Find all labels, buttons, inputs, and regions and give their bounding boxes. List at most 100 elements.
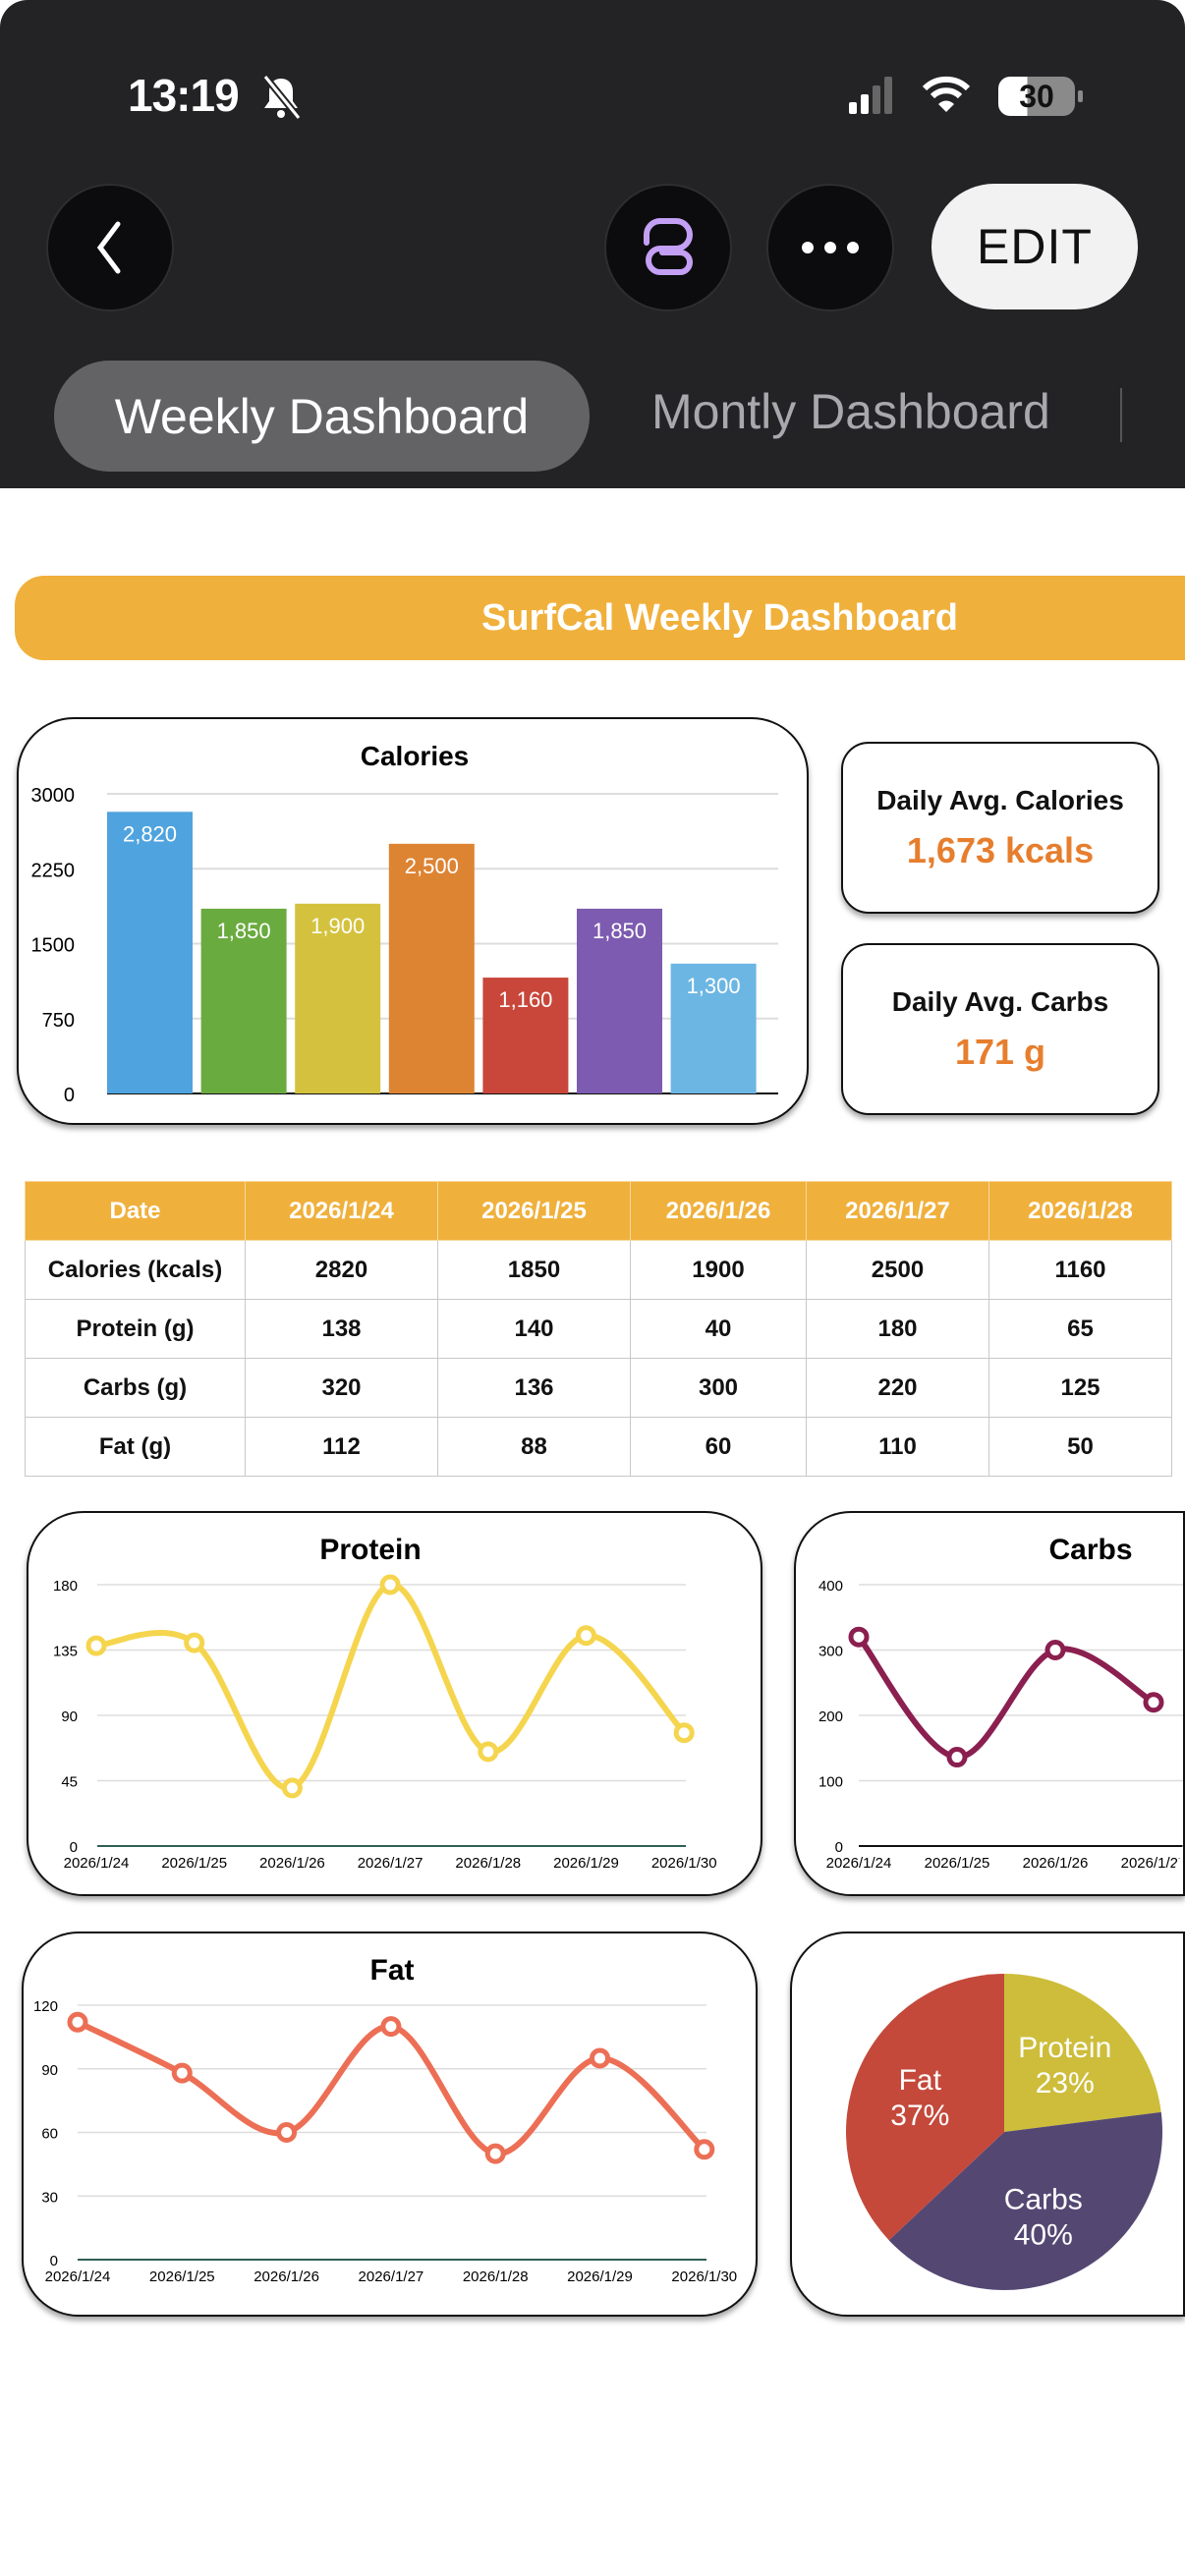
avg-calories-label: Daily Avg. Calories xyxy=(876,784,1124,815)
tab-divider xyxy=(1120,388,1122,442)
header-cell: 2026/1/26 xyxy=(630,1181,807,1241)
chart-title: Fat xyxy=(370,1954,415,1987)
x-tick-label: 2026/1/30 xyxy=(671,2268,737,2285)
row-label: Calories (kcals) xyxy=(25,1240,246,1300)
bar-value-label: 1,850 xyxy=(592,919,647,943)
y-tick-label: 100 xyxy=(818,1774,843,1791)
chevron-left-icon xyxy=(96,221,121,274)
header-cell: Date xyxy=(25,1181,246,1241)
fat-chart: Fat 0 30 60 90 120 2026/1/24 2026/1/25 2026/1/26… xyxy=(33,1954,737,2285)
table-cell: 140 xyxy=(437,1299,631,1359)
battery-tip xyxy=(1078,90,1083,102)
header-cell: 2026/1/24 xyxy=(245,1181,438,1241)
table-cell: 1160 xyxy=(988,1240,1172,1300)
data-point-2026/1/29 xyxy=(576,1625,596,1647)
y-tick-label: 300 xyxy=(818,1644,843,1660)
avg-carbs-value: 171 g xyxy=(954,1031,1046,1072)
bar-2026/1/26 xyxy=(295,903,381,1093)
data-point-2026/1/30 xyxy=(694,2139,715,2160)
y-tick-label: 750 xyxy=(42,1010,75,1032)
table-cell: 60 xyxy=(630,1417,807,1477)
data-point-2026/1/28 xyxy=(484,2143,506,2164)
more-button[interactable] xyxy=(766,184,894,311)
battery-indicator: 30 xyxy=(998,77,1075,116)
row-label: Protein (g) xyxy=(25,1299,246,1359)
y-tick-label: 90 xyxy=(61,1708,78,1725)
table-cell: 2500 xyxy=(806,1240,989,1300)
bar-value-label: 2,820 xyxy=(123,821,177,846)
data-point-2026/1/24 xyxy=(85,1635,107,1656)
y-tick-label: 3000 xyxy=(31,785,76,807)
y-tick-label: 400 xyxy=(818,1578,843,1595)
tab-weekly-dashboard[interactable]: Weekly Dashboard xyxy=(54,361,590,472)
data-point-2026/1/24 xyxy=(848,1626,870,1648)
y-tick-label: 0 xyxy=(64,1085,75,1106)
pie-label: Fat xyxy=(899,2064,942,2097)
pie-label: Carbs xyxy=(1004,2183,1083,2215)
app-logo-button[interactable] xyxy=(604,184,732,311)
bar-2026/1/24 xyxy=(107,812,193,1093)
data-point-2026/1/27 xyxy=(380,2016,402,2038)
bar-2026/1/27 xyxy=(388,843,475,1093)
y-tick-label: 120 xyxy=(33,1998,58,2015)
data-point-2026/1/28 xyxy=(478,1741,499,1763)
table-row: Carbs (g) 320 136 300 220 125 xyxy=(25,1358,1172,1418)
table-cell: 88 xyxy=(437,1417,631,1477)
x-tick-label: 2026/1/25 xyxy=(925,1855,990,1872)
x-tick-label: 2026/1/28 xyxy=(463,2268,529,2285)
y-tick-label: 30 xyxy=(41,2189,58,2206)
row-label: Fat (g) xyxy=(25,1417,246,1477)
header-cell: 2026/1/25 xyxy=(437,1181,631,1241)
status-time: 13:19 xyxy=(128,70,240,121)
tab-monthly-dashboard[interactable]: Montly Dashboard xyxy=(651,384,1050,439)
bar-2026/1/25 xyxy=(200,908,287,1093)
data-point-2026/1/27 xyxy=(1143,1692,1164,1713)
pie-slice-protein xyxy=(1004,1974,1161,2132)
chart-title: Calories xyxy=(361,741,470,771)
wifi-icon xyxy=(922,76,971,112)
avg-calories-card: Daily Avg. Calories 1,673 kcals xyxy=(841,742,1159,914)
bar-value-label: 1,300 xyxy=(687,974,741,998)
x-tick-label: 2026/1/28 xyxy=(455,1855,521,1872)
chart-title: Protein xyxy=(319,1534,421,1566)
x-tick-label: 2026/1/29 xyxy=(553,1855,619,1872)
data-point-2026/1/25 xyxy=(171,2062,193,2084)
back-button[interactable] xyxy=(46,184,174,311)
carbs-chart: Carbs 0 100 200 300 400 2026/1/24 2026/1/25 2026… xyxy=(818,1534,1183,1872)
data-point-2026/1/26 xyxy=(281,1777,303,1799)
x-tick-label: 2026/1/24 xyxy=(826,1855,892,1872)
nutrition-table: Date 2026/1/24 2026/1/25 2026/1/26 2026/… xyxy=(25,1181,1172,1477)
table-cell: 320 xyxy=(245,1358,438,1418)
bar-2026/1/29 xyxy=(577,908,662,1093)
data-point-2026/1/26 xyxy=(276,2122,298,2143)
data-point-2026/1/29 xyxy=(590,2047,610,2069)
edit-button[interactable]: EDIT xyxy=(931,184,1138,309)
macro-pie-card: Protein 23% Carbs 40% Fat 37% xyxy=(790,1932,1185,2317)
y-tick-label: 0 xyxy=(70,1839,78,1856)
x-tick-label: 2026/1/27 xyxy=(358,1855,423,1872)
header-cell: 2026/1/28 xyxy=(988,1181,1172,1241)
calories-chart: Calories 0 750 1500 2250 3000 2,820 1,850 1,900 2… xyxy=(31,741,778,1106)
pie-slice-fat xyxy=(846,1974,1004,2241)
x-tick-label: 2026/1/30 xyxy=(651,1855,717,1872)
x-tick-label: 2026/1/27 xyxy=(1121,1855,1183,1872)
x-tick-label: 2026/1/26 xyxy=(1023,1855,1089,1872)
table-cell: 1900 xyxy=(630,1240,807,1300)
table-cell: 2820 xyxy=(245,1240,438,1300)
avg-carbs-card: Daily Avg. Carbs 171 g xyxy=(841,943,1159,1115)
chart-title: Carbs xyxy=(1048,1534,1132,1566)
pie-percent: 37% xyxy=(890,2100,949,2132)
app-logo-icon xyxy=(644,218,693,275)
signal-icon xyxy=(849,77,892,114)
y-tick-label: 1500 xyxy=(31,935,76,957)
x-tick-label: 2026/1/26 xyxy=(254,2268,319,2285)
pie-label: Protein xyxy=(1018,2032,1111,2064)
y-tick-label: 45 xyxy=(61,1774,78,1791)
table-cell: 300 xyxy=(630,1358,807,1418)
series-line-fat xyxy=(76,2019,706,2157)
bar-2026/1/30 xyxy=(670,963,757,1093)
table-cell: 65 xyxy=(988,1299,1172,1359)
x-tick-label: 2026/1/25 xyxy=(149,2268,215,2285)
bell-slash-icon xyxy=(262,74,302,121)
